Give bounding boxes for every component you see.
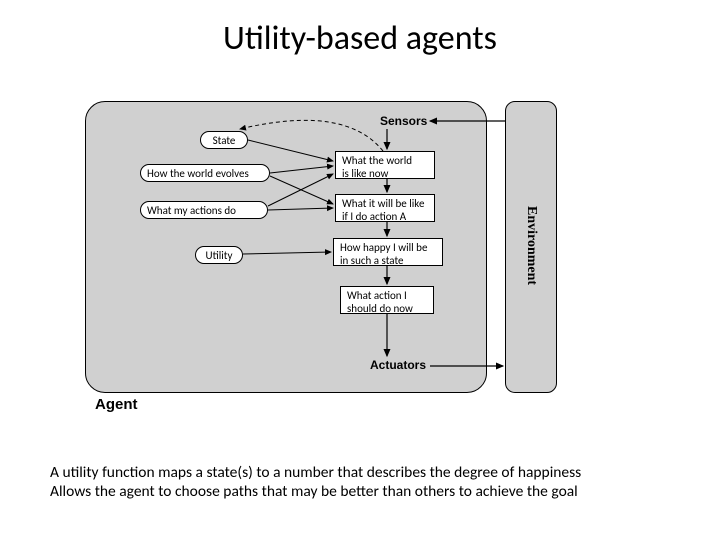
- caption-line-2: Allows the agent to choose paths that ma…: [50, 482, 670, 501]
- agent-label: Agent: [95, 396, 138, 413]
- actuators-label: Actuators: [370, 358, 426, 372]
- node-actions: What my actions do: [140, 201, 268, 219]
- node-utility: Utility: [195, 246, 243, 264]
- node-will-be: What it will be likeif I do action A: [335, 194, 435, 222]
- node-world-now: What the worldis like now: [335, 151, 435, 179]
- node-happy: How happy I will bein such a state: [333, 238, 443, 266]
- page-title: Utility-based agents: [0, 18, 720, 59]
- caption: A utility function maps a state(s) to a …: [50, 463, 670, 502]
- caption-line-1: A utility function maps a state(s) to a …: [50, 463, 670, 482]
- sensors-label: Sensors: [380, 114, 427, 128]
- diagram-container: State How the world evolves What my acti…: [85, 96, 615, 426]
- node-state: State: [200, 131, 248, 149]
- node-what-action: What action Ishould do now: [340, 286, 434, 314]
- environment-label: Environment: [523, 206, 539, 285]
- node-evolves: How the world evolves: [140, 164, 270, 182]
